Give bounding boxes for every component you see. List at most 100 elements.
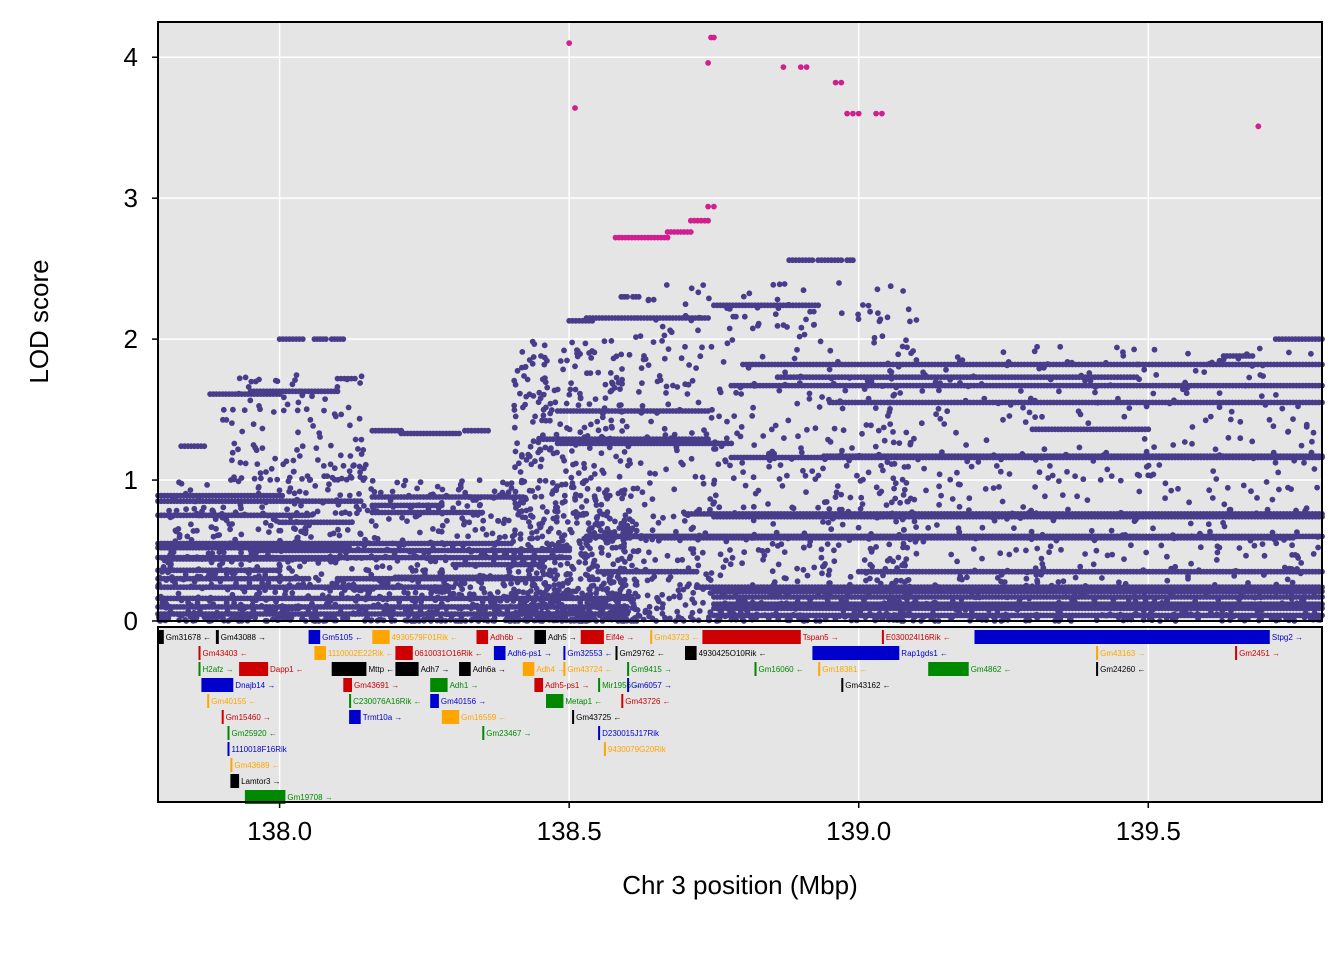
lod-point (905, 498, 911, 505)
lod-point (911, 435, 917, 442)
lod-point (1093, 547, 1100, 554)
lod-point (272, 455, 278, 462)
lod-point (1269, 496, 1276, 503)
lod-point (297, 563, 303, 570)
lod-point (711, 446, 717, 452)
lod-point (1315, 544, 1321, 551)
lod-point (582, 340, 589, 347)
lod-point (267, 522, 274, 529)
lod-point (949, 496, 956, 502)
lod-point (1261, 552, 1268, 559)
lod-point (886, 541, 893, 548)
lod-point (209, 550, 216, 557)
lod-point (619, 418, 626, 424)
lod-point (865, 302, 872, 309)
lod-point (824, 541, 831, 547)
lod-point (671, 431, 678, 438)
lod-point (533, 590, 540, 597)
lod-point (404, 518, 410, 524)
lod-point (707, 496, 714, 502)
lod-point (583, 498, 590, 504)
lod-point (688, 455, 695, 462)
lod-point (694, 555, 701, 561)
lod-point (1237, 435, 1244, 442)
lod-point (546, 446, 553, 453)
lod-point (836, 280, 842, 286)
lod-point (564, 357, 570, 364)
lod-point (541, 361, 548, 368)
lod-point (655, 519, 662, 526)
lod-point (1126, 405, 1133, 411)
lod-point (534, 535, 541, 541)
lod-point (1060, 578, 1067, 585)
lod-point (1205, 521, 1212, 528)
lod-point (520, 479, 527, 485)
lod-point (963, 442, 969, 448)
lod-point (1216, 404, 1223, 411)
lod-point (455, 500, 462, 506)
lod-point (1285, 428, 1292, 435)
lod-point (588, 421, 594, 428)
lod-point (535, 485, 541, 491)
lod-point (661, 355, 668, 362)
lod-point (903, 337, 909, 344)
lod-point (475, 615, 482, 622)
lod-point (569, 339, 575, 346)
lod-point (466, 519, 473, 526)
lod-point (401, 589, 408, 596)
lod-point (653, 605, 660, 612)
lod-point (298, 502, 304, 509)
lod-point (591, 462, 597, 469)
lod-point (723, 557, 729, 564)
lod-point (1072, 473, 1078, 480)
lod-point (634, 548, 641, 555)
lod-point (796, 333, 803, 340)
lod-point (663, 383, 670, 390)
lod-point (519, 349, 526, 355)
lod-point (241, 588, 248, 595)
lod-point (357, 380, 363, 386)
lod-point (231, 474, 237, 481)
lod-point (656, 373, 663, 379)
lod-point (602, 425, 609, 432)
lod-point (896, 440, 903, 446)
lod-point (601, 580, 607, 587)
lod-point (619, 584, 626, 590)
lod-point (581, 424, 588, 431)
lod-point (450, 505, 456, 511)
lod-point (607, 515, 613, 522)
lod-point (1104, 552, 1111, 559)
lod-point (554, 483, 561, 490)
lod-point (236, 375, 243, 382)
lod-point (729, 337, 736, 343)
lod-point (1084, 497, 1091, 503)
lod-point (652, 470, 658, 477)
lod-point (593, 515, 600, 521)
lod-point (1039, 561, 1046, 567)
lod-point (216, 532, 223, 538)
lod-point (220, 406, 227, 413)
lod-point (990, 485, 997, 491)
lod-point (1104, 466, 1111, 473)
lod-point (187, 487, 194, 493)
lod-point (1058, 546, 1064, 553)
lod-point (538, 353, 544, 359)
lod-point (576, 559, 582, 565)
lod-point (357, 531, 364, 538)
lod-point (361, 503, 367, 509)
lod-point (1099, 575, 1105, 581)
lod-point (873, 544, 879, 550)
lod-point (538, 456, 545, 463)
lod-point (437, 588, 444, 595)
lod-point (586, 401, 593, 407)
lod-point (765, 501, 771, 507)
lod-point (895, 554, 902, 561)
lod-point (480, 517, 487, 524)
lod-point (1289, 579, 1296, 586)
lod-point (660, 601, 666, 607)
lod-point (674, 557, 681, 564)
lod-point (749, 325, 756, 332)
lod-point (544, 508, 550, 515)
lod-point (346, 468, 353, 474)
lod-point (622, 559, 628, 565)
